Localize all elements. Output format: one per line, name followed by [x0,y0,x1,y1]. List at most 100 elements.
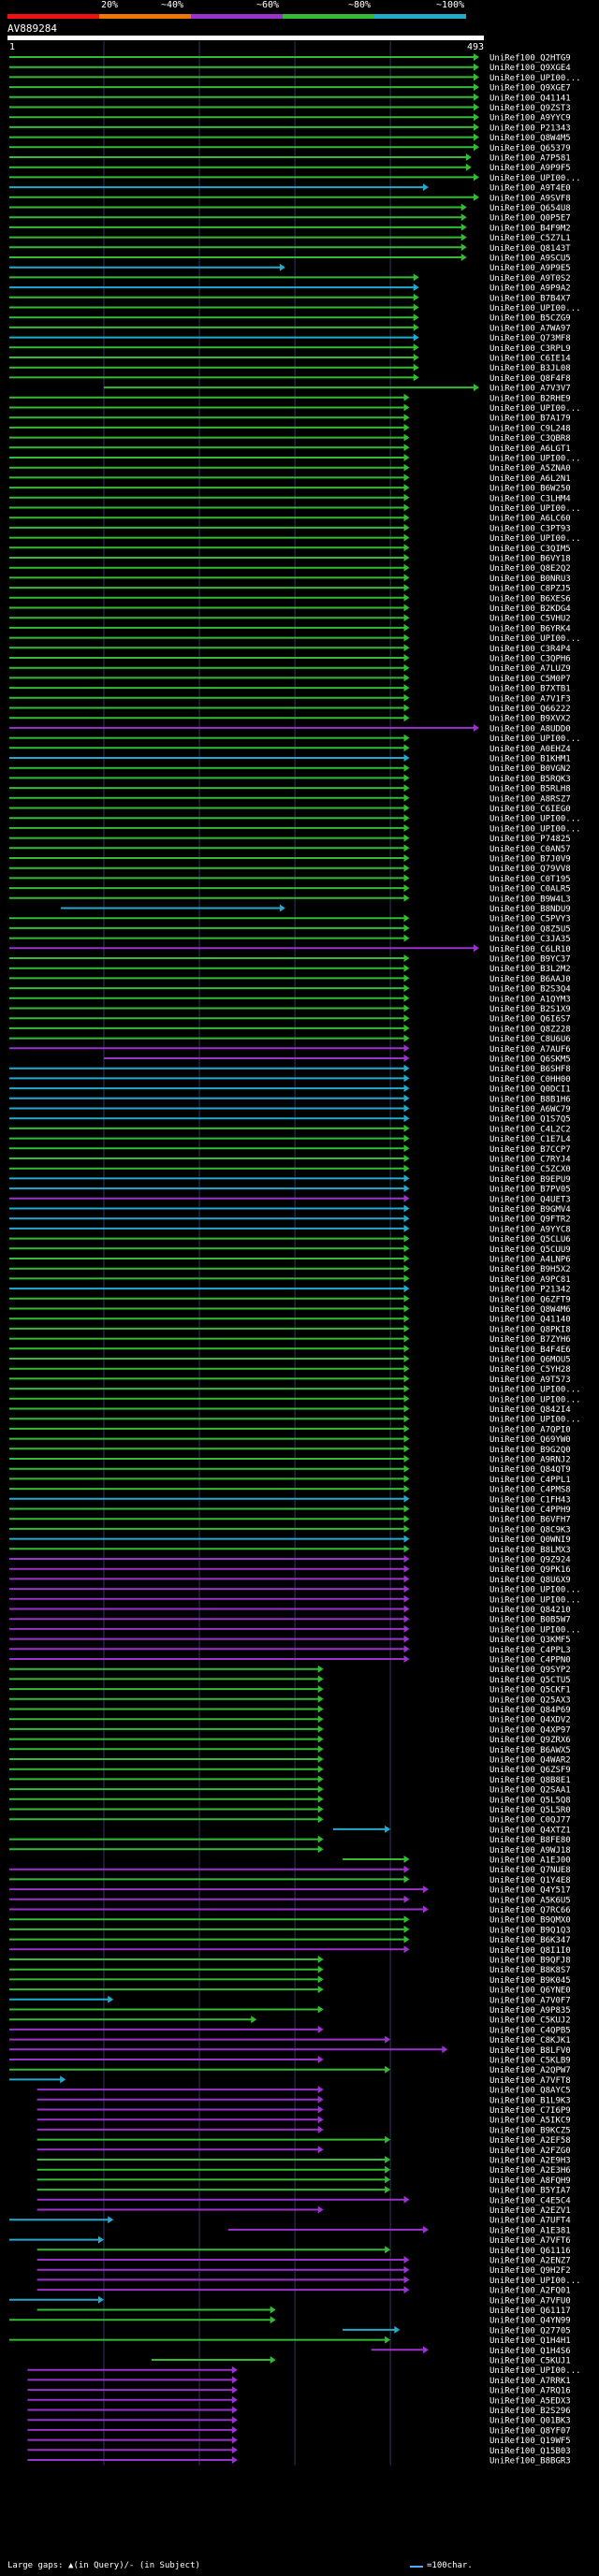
hit-row[interactable]: UniRef100_A2ENZ7 [37,2256,571,2266]
hit-row[interactable]: UniRef100_A9P9E5 [9,263,571,274]
hit-label[interactable]: UniRef100_A9P9A2 [489,284,571,294]
hit-label[interactable]: UniRef100_A7LUZ9 [489,664,571,674]
hit-label[interactable]: UniRef100_Q4UET3 [489,1195,571,1204]
hit-label[interactable]: UniRef100_Q5CTU5 [489,1676,571,1685]
hit-label[interactable]: UniRef100_Q8YF07 [489,2426,571,2436]
hit-row[interactable]: UniRef100_A9P9A2 [9,284,571,294]
hit-row[interactable]: UniRef100_A9WJ18 [9,1845,571,1856]
hit-label[interactable]: UniRef100_B8LFV0 [489,2046,571,2056]
hit-label[interactable]: UniRef100_Q8U6X9 [489,1576,571,1585]
hit-label[interactable]: UniRef100_C4QPB5 [489,2026,571,2035]
hit-label[interactable]: UniRef100_Q8F4F8 [489,374,571,384]
hit-label[interactable]: UniRef100_UPI00... [489,174,581,183]
hit-row[interactable]: UniRef100_Q5L5Q8 [9,1795,571,1806]
hit-row[interactable]: UniRef100_Q8W4M5 [9,133,571,144]
hit-label[interactable]: UniRef100_A2QPW7 [489,2066,571,2075]
hit-row[interactable]: UniRef100_UPI00... [9,814,581,824]
hit-row[interactable]: UniRef100_UPI00... [9,173,581,183]
hit-row[interactable]: UniRef100_B7J0V9 [9,854,571,865]
hit-row[interactable]: UniRef100_C3QPH6 [9,654,571,664]
hit-row[interactable]: UniRef100_B2S1X9 [9,1004,571,1015]
hit-row[interactable]: UniRef100_B6VFH7 [9,1515,571,1525]
hit-label[interactable]: UniRef100_Q8W4M6 [489,1305,571,1315]
hit-label[interactable]: UniRef100_C5PVY3 [489,915,571,924]
hit-row[interactable]: UniRef100_B6SHF8 [9,1064,571,1075]
hit-row[interactable]: UniRef100_B9K045 [9,1975,571,1986]
hit-label[interactable]: UniRef100_Q2HTG9 [489,54,571,64]
hit-row[interactable]: UniRef100_A6LGT1 [9,444,571,454]
hit-label[interactable]: UniRef100_UPI00... [489,1395,581,1404]
hit-label[interactable]: UniRef100_C6IEG0 [489,805,571,814]
hit-row[interactable]: UniRef100_C5VHU2 [9,614,571,624]
hit-row[interactable]: UniRef100_C3RPL9 [9,343,571,354]
hit-row[interactable]: UniRef100_Q8B8E1 [9,1775,571,1785]
hit-label[interactable]: UniRef100_Q0DCI1 [489,1085,571,1095]
hit-label[interactable]: UniRef100_B9H5X2 [489,1265,571,1274]
hit-label[interactable]: UniRef100_C3QBR8 [489,434,571,444]
hit-row[interactable]: UniRef100_A9YYC8 [9,1224,571,1235]
hit-label[interactable]: UniRef100_A7VFT6 [489,2236,571,2246]
hit-row[interactable]: UniRef100_A7P581 [9,153,571,164]
hit-label[interactable]: UniRef100_Q8I1I0 [489,1946,571,1956]
hit-label[interactable]: UniRef100_C5ZCX0 [489,1165,571,1174]
hit-row[interactable]: UniRef100_C6IE14 [9,354,571,364]
hit-label[interactable]: UniRef100_Q8Z228 [489,1025,571,1034]
hit-label[interactable]: UniRef100_Q61116 [489,2247,571,2256]
hit-row[interactable]: UniRef100_A9SCU5 [9,254,571,264]
hit-row[interactable]: UniRef100_C4PPL1 [9,1475,571,1485]
hit-row[interactable]: UniRef100_C4QPB5 [9,2025,571,2036]
hit-label[interactable]: UniRef100_Q8143T [489,244,571,254]
hit-label[interactable]: UniRef100_C7I6P9 [489,2106,571,2116]
hit-label[interactable]: UniRef100_Q5L5R0 [489,1806,571,1815]
hit-row[interactable]: UniRef100_Q8YF07 [27,2425,571,2437]
hit-label[interactable]: UniRef100_C6LR10 [489,945,571,954]
hit-row[interactable]: UniRef100_A7V0F7 [9,1995,571,2006]
hit-row[interactable]: UniRef100_Q9H2F2 [37,2265,571,2277]
hit-label[interactable]: UniRef100_Q19WF5 [489,2437,571,2446]
hit-row[interactable]: UniRef100_A5IKC9 [37,2116,571,2126]
hit-row[interactable]: UniRef100_A6L2N1 [9,473,571,484]
hit-row[interactable]: UniRef100_B6AAJ0 [9,974,571,984]
hit-label[interactable]: UniRef100_Q41141 [489,94,571,103]
hit-label[interactable]: UniRef100_A7P581 [489,154,571,164]
hit-label[interactable]: UniRef100_A7VFU0 [489,2296,571,2306]
hit-label[interactable]: UniRef100_B2S296 [489,2407,571,2416]
hit-label[interactable]: UniRef100_UPI00... [489,815,581,824]
hit-label[interactable]: UniRef100_C4PMS8 [489,1486,571,1495]
hit-label[interactable]: UniRef100_Q9FTR2 [489,1215,571,1225]
hit-label[interactable]: UniRef100_Q9ZRX6 [489,1736,571,1745]
hit-row[interactable]: UniRef100_Q9ZRX6 [9,1735,571,1746]
hit-row[interactable]: UniRef100_B7A179 [9,414,571,424]
hit-row[interactable]: UniRef100_B5RQK3 [9,774,571,784]
hit-label[interactable]: UniRef100_C4PPL1 [489,1476,571,1485]
hit-row[interactable]: UniRef100_C3LHM4 [9,493,571,504]
hit-label[interactable]: UniRef100_UPI00... [489,735,581,744]
hit-row[interactable]: UniRef100_Q7RC66 [9,1905,571,1916]
hit-row[interactable]: UniRef100_A7AUF6 [9,1044,571,1055]
hit-label[interactable]: UniRef100_A2EF58 [489,2136,571,2146]
hit-label[interactable]: UniRef100_UPI00... [489,1416,581,1425]
hit-label[interactable]: UniRef100_Q1S7Q5 [489,1115,571,1125]
hit-row[interactable]: UniRef100_Q2SAA1 [9,1785,571,1796]
hit-row[interactable]: UniRef100_Q1H4H1 [9,2336,571,2347]
hit-label[interactable]: UniRef100_B4F9M2 [489,224,571,233]
hit-row[interactable]: UniRef100_A7WA97 [9,323,571,334]
hit-row[interactable]: UniRef100_Q84QT9 [9,1464,571,1476]
hit-row[interactable]: UniRef100_B2S3Q4 [9,984,571,995]
hit-row[interactable]: UniRef100_Q8143T [9,243,571,254]
hit-label[interactable]: UniRef100_Q5CLU6 [489,1235,571,1244]
hit-label[interactable]: UniRef100_Q8B8E1 [489,1776,571,1785]
hit-row[interactable]: UniRef100_UPI00... [9,533,581,545]
hit-label[interactable]: UniRef100_B8NDU9 [489,905,571,914]
hit-row[interactable]: UniRef100_A2FQ01 [37,2286,571,2296]
hit-label[interactable]: UniRef100_C0T195 [489,875,571,884]
hit-label[interactable]: UniRef100_B1L9K3 [489,2096,571,2105]
hit-label[interactable]: UniRef100_Q1H4S6 [489,2347,571,2356]
hit-label[interactable]: UniRef100_Q5CUU9 [489,1245,571,1255]
hit-row[interactable]: UniRef100_C7I6P9 [37,2105,571,2117]
hit-label[interactable]: UniRef100_B6VFH7 [489,1516,571,1525]
hit-row[interactable]: UniRef100_A0EHZ4 [9,744,571,754]
hit-label[interactable]: UniRef100_Q9H2F2 [489,2266,571,2276]
hit-row[interactable]: UniRef100_C4L2C2 [9,1124,571,1135]
hit-label[interactable]: UniRef100_B3JL08 [489,364,571,373]
